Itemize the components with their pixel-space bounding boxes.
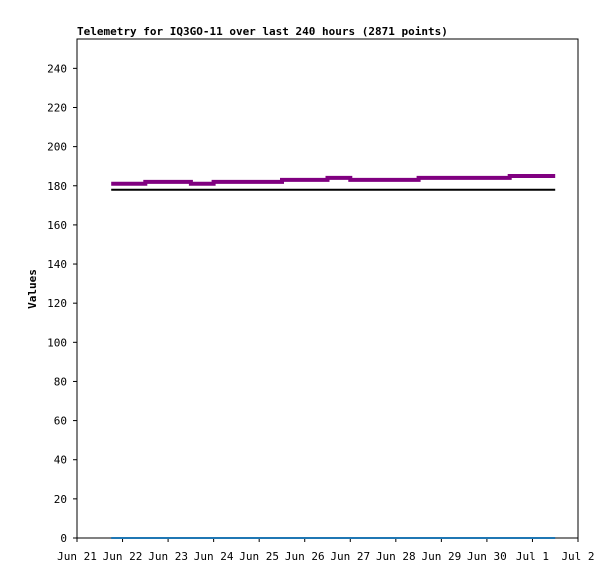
x-axis: Jun 21 Jun 22 Jun 23 Jun 24 Jun 25 Jun 26 Jun … <box>57 538 595 563</box>
chart-title: Telemetry for IQ3GO-11 over last 240 hou… <box>77 25 448 38</box>
y-tick-label: 100 <box>47 336 67 349</box>
y-tick-label: 20 <box>54 493 67 506</box>
y-tick-label: 240 <box>47 62 67 75</box>
x-tick-label: Jun 26 <box>285 550 325 563</box>
y-tick-label: 180 <box>47 180 67 193</box>
series-layer <box>111 174 556 539</box>
x-tick-label: Jul 1 <box>516 550 549 563</box>
x-tick-label: Jun 29 <box>421 550 461 563</box>
x-tick-label: Jun 24 <box>194 550 234 563</box>
y-tick-label: 140 <box>47 258 67 271</box>
x-tick-label: Jul 2 <box>561 550 594 563</box>
x-tick-label: Jun 27 <box>330 550 370 563</box>
y-tick-label: 220 <box>47 101 67 114</box>
y-tick-label: 0 <box>60 532 67 545</box>
y-tick-label: 120 <box>47 297 67 310</box>
y-axis: 0 20 40 60 80 100 120 140 160 180 200 220 240 <box>47 62 77 545</box>
x-tick-label: Jun 21 <box>57 550 97 563</box>
x-tick-label: Jun 22 <box>103 550 143 563</box>
y-tick-label: 80 <box>54 375 67 388</box>
series-line-0 <box>111 174 556 186</box>
y-tick-label: 200 <box>47 141 67 154</box>
plot-area <box>76 38 579 539</box>
y-tick-label: 40 <box>54 454 67 467</box>
x-tick-label: Jun 23 <box>148 550 188 563</box>
y-axis-label: Values <box>26 269 39 309</box>
y-tick-label: 160 <box>47 219 67 232</box>
x-tick-label: Jun 28 <box>376 550 416 563</box>
x-tick-label: Jun 25 <box>239 550 279 563</box>
y-tick-label: 60 <box>54 415 67 428</box>
x-tick-label: Jun 30 <box>467 550 507 563</box>
